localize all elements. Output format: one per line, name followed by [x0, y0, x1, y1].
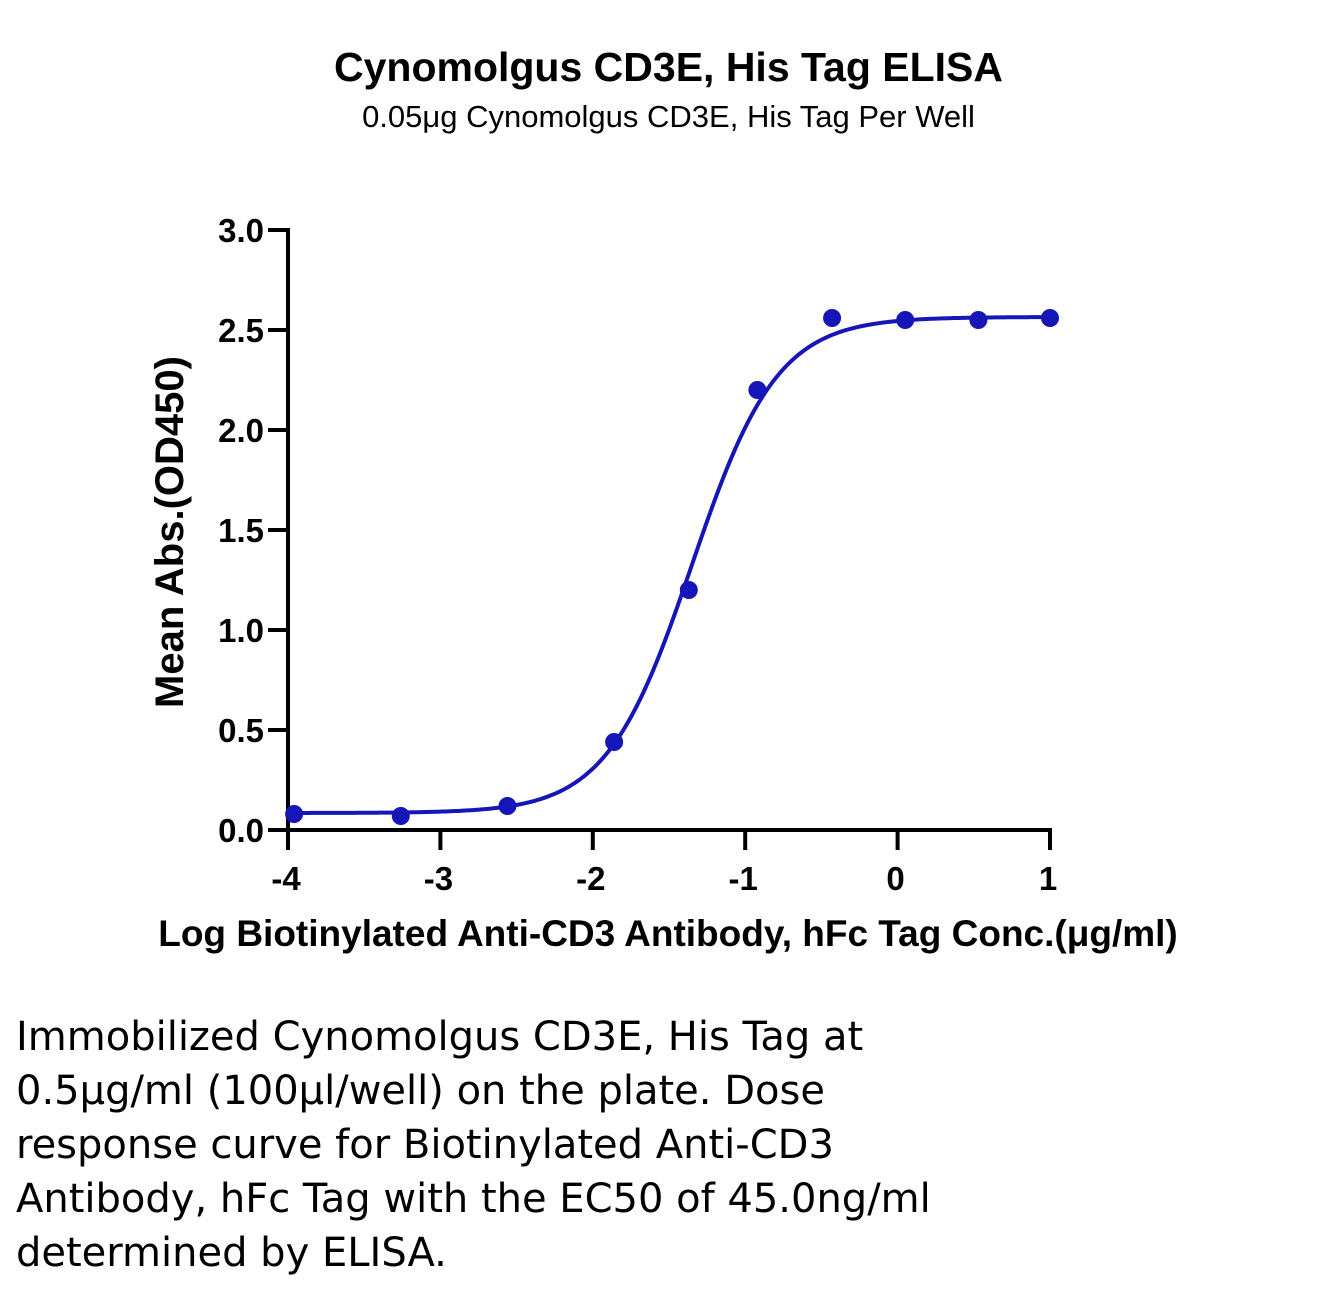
axes: 0.0 0.5 1.0 1.5 2.0 2.5 3.0 -4 -3 -2 -1 0 1	[218, 212, 1057, 897]
x-tick-label: 1	[1039, 860, 1057, 897]
y-axis-label: Mean Abs.(OD450)	[148, 356, 192, 708]
x-tick-label: -2	[576, 860, 605, 897]
data-point	[1041, 309, 1059, 327]
x-tick-label: -3	[424, 860, 453, 897]
chart-subtitle: 0.05μg Cynomolgus CD3E, His Tag Per Well	[362, 99, 975, 134]
figure-caption: Immobilized Cynomolgus CD3E, His Tag at …	[16, 1010, 1016, 1280]
caption-line: Antibody, hFc Tag with the EC50 of 45.0n…	[16, 1176, 931, 1222]
data-point	[498, 797, 517, 815]
data-point	[896, 311, 915, 329]
chart-title: Cynomolgus CD3E, His Tag ELISA	[334, 44, 1003, 90]
y-tick-label: 3.0	[218, 212, 264, 249]
data-point	[285, 805, 304, 823]
y-tick-label: 2.0	[218, 412, 264, 449]
caption-line: determined by ELISA.	[16, 1230, 447, 1276]
dose-response-chart: 0.0 0.5 1.0 1.5 2.0 2.5 3.0 -4 -3 -2 -1 0 1 Log Biot…	[148, 212, 1178, 954]
fit-curve	[294, 315, 1051, 815]
x-axis-label: Log Biotinylated Anti-CD3 Antibody, hFc …	[158, 913, 1178, 954]
data-point	[823, 309, 842, 327]
data-point	[679, 581, 698, 599]
x-tick-label: 0	[886, 860, 904, 897]
y-tick-label: 2.5	[218, 312, 264, 349]
caption-line: response curve for Biotinylated Anti-CD3	[16, 1122, 834, 1168]
caption-line: 0.5μg/ml (100μl/well) on the plate. Dose	[16, 1068, 825, 1114]
caption-line: Immobilized Cynomolgus CD3E, His Tag at	[16, 1014, 864, 1060]
data-point	[391, 807, 410, 825]
y-tick-label: 1.0	[218, 612, 264, 649]
data-point	[605, 733, 624, 751]
y-tick-label: 1.5	[218, 512, 264, 549]
data-point	[969, 311, 988, 329]
y-tick-label: 0.0	[218, 812, 264, 849]
x-tick-label: -4	[271, 860, 301, 897]
data-points	[285, 309, 1059, 825]
y-tick-label: 0.5	[218, 712, 264, 749]
x-tick-label: -1	[729, 860, 758, 897]
data-point	[748, 381, 767, 399]
